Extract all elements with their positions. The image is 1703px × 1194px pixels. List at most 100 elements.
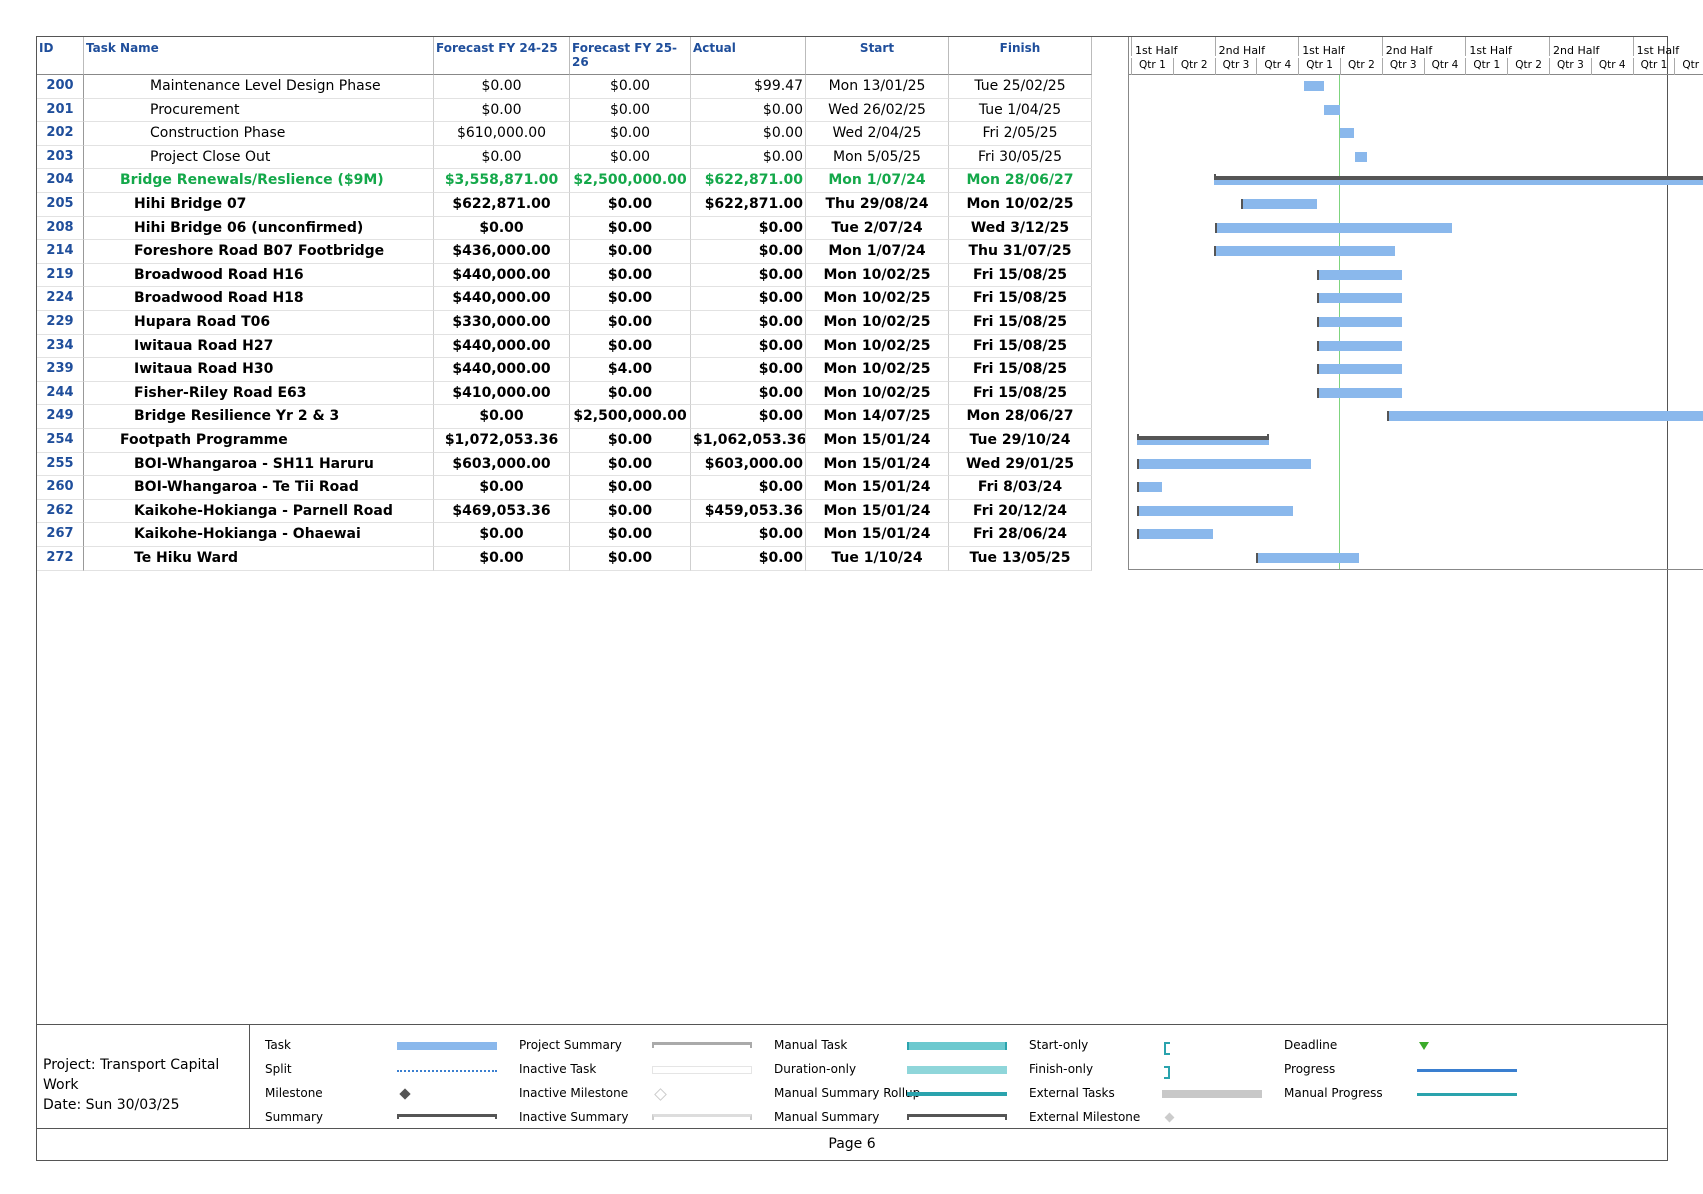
task-bar[interactable] (1214, 222, 1453, 233)
task-row[interactable]: 249 Bridge Resilience Yr 2 & 3 $0.00 $2,500… (37, 405, 1128, 429)
cell-actual[interactable]: $0.00 (691, 263, 806, 288)
cell-finish[interactable]: Fri 15/08/25 (949, 358, 1092, 382)
cell-finish[interactable]: Fri 8/03/24 (949, 476, 1092, 500)
cell-f1[interactable]: $0.00 (434, 405, 570, 429)
cell-f1[interactable]: $0.00 (434, 145, 570, 170)
cell-start[interactable]: Mon 15/01/24 (806, 452, 949, 477)
cell-actual[interactable]: $0.00 (691, 145, 806, 170)
task-bar[interactable] (1137, 458, 1312, 469)
cell-id[interactable]: 204 (37, 169, 84, 193)
col-header-finish[interactable]: Finish (949, 37, 1092, 75)
summary-bar[interactable] (1214, 176, 1703, 181)
cell-finish[interactable]: Fri 28/06/24 (949, 523, 1092, 547)
task-row[interactable]: 239 Iwitaua Road H30 $440,000.00 $4.00 $0.00… (37, 358, 1128, 382)
cell-f2[interactable]: $0.00 (570, 547, 691, 571)
cell-start[interactable]: Mon 15/01/24 (806, 499, 949, 524)
cell-f2[interactable]: $0.00 (570, 452, 691, 477)
cell-start[interactable]: Thu 29/08/24 (806, 193, 949, 217)
cell-finish[interactable]: Fri 30/05/25 (949, 145, 1092, 170)
cell-f2[interactable]: $0.00 (570, 240, 691, 264)
cell-f2[interactable]: $2,500,000.00 (570, 405, 691, 429)
cell-f1[interactable]: $0.00 (434, 476, 570, 500)
cell-f2[interactable]: $0.00 (570, 334, 691, 359)
cell-start[interactable]: Mon 15/01/24 (806, 523, 949, 547)
task-bar[interactable] (1340, 128, 1354, 139)
cell-finish[interactable]: Tue 13/05/25 (949, 547, 1092, 571)
task-bar[interactable] (1316, 387, 1403, 398)
cell-f2[interactable]: $0.00 (570, 499, 691, 524)
task-bar-start-marker[interactable] (1316, 317, 1319, 327)
cell-id[interactable]: 201 (37, 98, 84, 123)
cell-f2[interactable]: $0.00 (570, 381, 691, 406)
cell-id[interactable]: 208 (37, 216, 84, 241)
cell-actual[interactable]: $99.47 (691, 75, 806, 99)
cell-f2[interactable]: $0.00 (570, 193, 691, 217)
cell-finish[interactable]: Fri 15/08/25 (949, 263, 1092, 288)
cell-f1[interactable]: $0.00 (434, 523, 570, 547)
cell-name[interactable]: Hihi Bridge 07 (84, 193, 434, 217)
cell-name[interactable]: Hihi Bridge 06 (unconfirmed) (84, 216, 434, 241)
cell-finish[interactable]: Fri 15/08/25 (949, 334, 1092, 359)
cell-f2[interactable]: $0.00 (570, 429, 691, 453)
cell-start[interactable]: Tue 2/07/24 (806, 216, 949, 241)
cell-actual[interactable]: $0.00 (691, 311, 806, 335)
cell-f1[interactable]: $469,053.36 (434, 499, 570, 524)
cell-start[interactable]: Mon 10/02/25 (806, 334, 949, 359)
cell-name[interactable]: Fisher-Riley Road E63 (84, 381, 434, 406)
cell-actual[interactable]: $0.00 (691, 287, 806, 311)
cell-start[interactable]: Mon 5/05/25 (806, 145, 949, 170)
cell-finish[interactable]: Fri 15/08/25 (949, 311, 1092, 335)
cell-name[interactable]: Hupara Road T06 (84, 311, 434, 335)
col-header-forecast-2425[interactable]: Forecast FY 24-25 (434, 37, 570, 75)
summary-bar-start-cap[interactable] (1214, 174, 1217, 184)
col-header-forecast-2526[interactable]: Forecast FY 25-26 (570, 37, 691, 75)
cell-actual[interactable]: $0.00 (691, 334, 806, 359)
task-bar-start-marker[interactable] (1137, 505, 1140, 516)
task-bar[interactable] (1256, 553, 1359, 563)
cell-f1[interactable]: $410,000.00 (434, 381, 570, 406)
task-row[interactable]: 262 Kaikohe-Hokianga - Parnell Road $469,0… (37, 499, 1128, 524)
task-row[interactable]: 229 Hupara Road T06 $330,000.00 $0.00 $0.00 M… (37, 311, 1128, 335)
summary-rollup-bar[interactable] (1214, 180, 1703, 186)
cell-finish[interactable]: Tue 25/02/25 (949, 75, 1092, 99)
task-bar[interactable] (1316, 317, 1403, 327)
cell-name[interactable]: Procurement (84, 98, 434, 123)
task-row[interactable]: 219 Broadwood Road H16 $440,000.00 $0.00 $0.… (37, 263, 1128, 288)
task-row[interactable]: 200 Maintenance Level Design Phase $0.00 $0… (37, 75, 1128, 99)
task-bar[interactable] (1137, 529, 1213, 540)
cell-id[interactable]: 214 (37, 240, 84, 264)
summary-bar[interactable] (1137, 436, 1270, 440)
cell-f2[interactable]: $0.00 (570, 287, 691, 311)
cell-actual[interactable]: $1,062,053.36 (691, 429, 806, 453)
task-bar-start-marker[interactable] (1137, 482, 1140, 493)
cell-actual[interactable]: $0.00 (691, 547, 806, 571)
task-bar[interactable] (1316, 340, 1403, 351)
task-bar-start-marker[interactable] (1214, 246, 1217, 257)
cell-finish[interactable]: Fri 15/08/25 (949, 381, 1092, 406)
cell-finish[interactable]: Tue 1/04/25 (949, 98, 1092, 123)
cell-name[interactable]: Bridge Resilience Yr 2 & 3 (84, 405, 434, 429)
cell-name[interactable]: Kaikohe-Hokianga - Ohaewai (84, 523, 434, 547)
cell-actual[interactable]: $0.00 (691, 381, 806, 406)
col-header-actual[interactable]: Actual (691, 37, 806, 75)
cell-name[interactable]: Footpath Programme (84, 429, 434, 453)
cell-f1[interactable]: $436,000.00 (434, 240, 570, 264)
col-header-start[interactable]: Start (806, 37, 949, 75)
cell-f1[interactable]: $440,000.00 (434, 334, 570, 359)
summary-rollup-bar[interactable] (1137, 440, 1270, 445)
cell-finish[interactable]: Thu 31/07/25 (949, 240, 1092, 264)
task-bar[interactable] (1324, 104, 1340, 115)
cell-name[interactable]: Broadwood Road H16 (84, 263, 434, 288)
cell-name[interactable]: Maintenance Level Design Phase (84, 75, 434, 99)
cell-id[interactable]: 200 (37, 75, 84, 99)
task-row[interactable]: 272 Te Hiku Ward $0.00 $0.00 $0.00 Tue 1/10/2… (37, 547, 1128, 571)
cell-id[interactable]: 244 (37, 381, 84, 406)
summary-bar-end-cap[interactable] (1267, 434, 1270, 443)
task-bar-start-marker[interactable] (1316, 340, 1319, 351)
cell-f1[interactable]: $0.00 (434, 75, 570, 99)
task-row[interactable]: 254 Footpath Programme $1,072,053.36 $0.00 $… (37, 429, 1128, 453)
cell-f2[interactable]: $0.00 (570, 523, 691, 547)
task-bar[interactable] (1316, 364, 1403, 375)
cell-finish[interactable]: Mon 28/06/27 (949, 169, 1092, 193)
cell-f1[interactable]: $610,000.00 (434, 122, 570, 146)
